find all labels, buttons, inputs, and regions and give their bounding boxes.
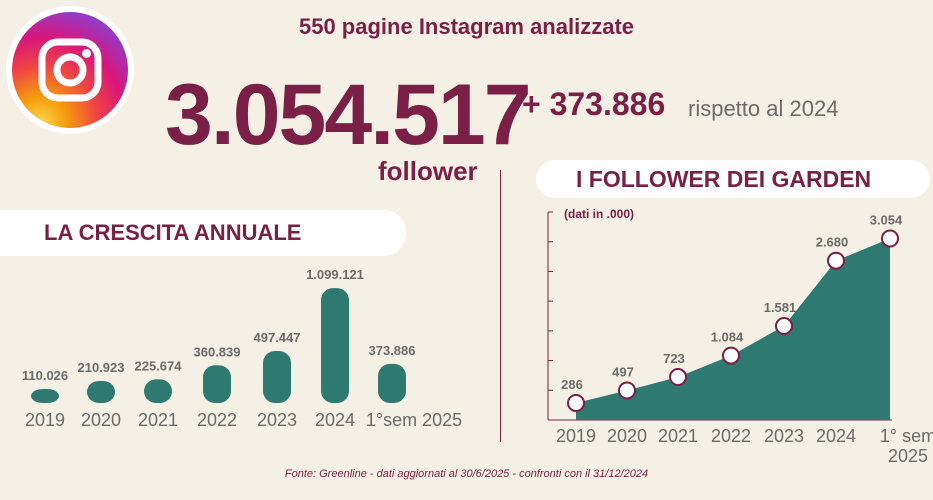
bar-2022 — [203, 365, 231, 403]
area-category-label: 2023 — [764, 426, 804, 446]
bar-category-label: 2019 — [25, 410, 65, 430]
bar-category-label: 1°sem 2025 — [366, 410, 462, 430]
data-point — [775, 317, 793, 336]
bar-2024 — [321, 288, 349, 403]
instagram-logo-gradient — [12, 12, 128, 128]
area-category-label: 1° sem — [880, 426, 933, 446]
chart-subtitle: (dati in .000) — [564, 207, 634, 221]
data-point — [618, 381, 636, 400]
data-point — [827, 251, 845, 270]
area-category-label: 2024 — [816, 426, 856, 446]
delta-value: + 373.886 — [522, 86, 666, 122]
bar-category-label: 2021 — [138, 410, 178, 430]
area-category-label: 2019 — [556, 426, 596, 446]
follower-area — [576, 238, 890, 420]
data-point — [881, 229, 899, 248]
bar-value-label: 360.839 — [194, 344, 241, 359]
right-section-title: I FOLLOWER DEI GARDEN — [576, 166, 872, 192]
point-value-label: 1.084 — [711, 330, 744, 345]
bar-2023 — [263, 350, 291, 403]
point-value-label: 3.054 — [870, 213, 903, 228]
point-value-label: 497 — [612, 364, 634, 379]
bar-value-label: 373.886 — [369, 343, 416, 358]
total-followers-value: 3.054.517 — [165, 67, 532, 163]
bar-1sem2025 — [378, 363, 406, 403]
area-category-label: 2021 — [658, 426, 698, 446]
instagram-icon — [38, 38, 102, 102]
source-note: Fonte: Greenline - dati aggiornati al 30… — [284, 468, 649, 480]
point-value-label: 2.680 — [816, 235, 849, 250]
right-section-header: I FOLLOWER DEI GARDEN — [536, 160, 930, 198]
data-point — [722, 346, 740, 365]
point-value-label: 723 — [663, 351, 685, 366]
bar-category-label: 2020 — [81, 410, 121, 430]
left-section-title: LA CRESCITA ANNUALE — [44, 220, 302, 245]
data-point — [669, 368, 687, 387]
bar-category-label: 2022 — [197, 410, 237, 430]
total-followers-unit: follower — [378, 156, 478, 186]
bar-category-label: 2024 — [315, 410, 355, 430]
headline: 550 pagine Instagram analizzate — [298, 14, 635, 39]
annual-growth-chart: 110.026 2019 210.923 2020 225.674 2021 360.839… — [22, 267, 462, 430]
left-section-header: LA CRESCITA ANNUALE — [0, 210, 406, 256]
bar-2021 — [144, 379, 172, 403]
bar-value-label: 1.099.121 — [306, 267, 364, 282]
area-category-label: 2020 — [607, 426, 647, 446]
delta-note: rispetto al 2024 — [688, 96, 839, 121]
bar-category-label: 2023 — [257, 410, 297, 430]
bar-2019 — [31, 389, 59, 403]
data-point — [567, 394, 585, 413]
point-value-label: 1.581 — [764, 300, 797, 315]
bar-value-label: 497.447 — [254, 330, 301, 345]
point-value-label: 286 — [561, 377, 583, 392]
bar-value-label: 210.923 — [78, 360, 125, 375]
area-category-label: 2022 — [711, 426, 751, 446]
area-category-label: 2025 — [888, 446, 928, 465]
bar-value-label: 110.026 — [22, 368, 68, 383]
bar-2020 — [87, 380, 115, 403]
garden-followers-chart: (dati in .000) 286 2019 497 2020 723 2021 1.084… — [547, 207, 933, 465]
section-divider — [500, 170, 501, 442]
bar-value-label: 225.674 — [135, 358, 183, 373]
